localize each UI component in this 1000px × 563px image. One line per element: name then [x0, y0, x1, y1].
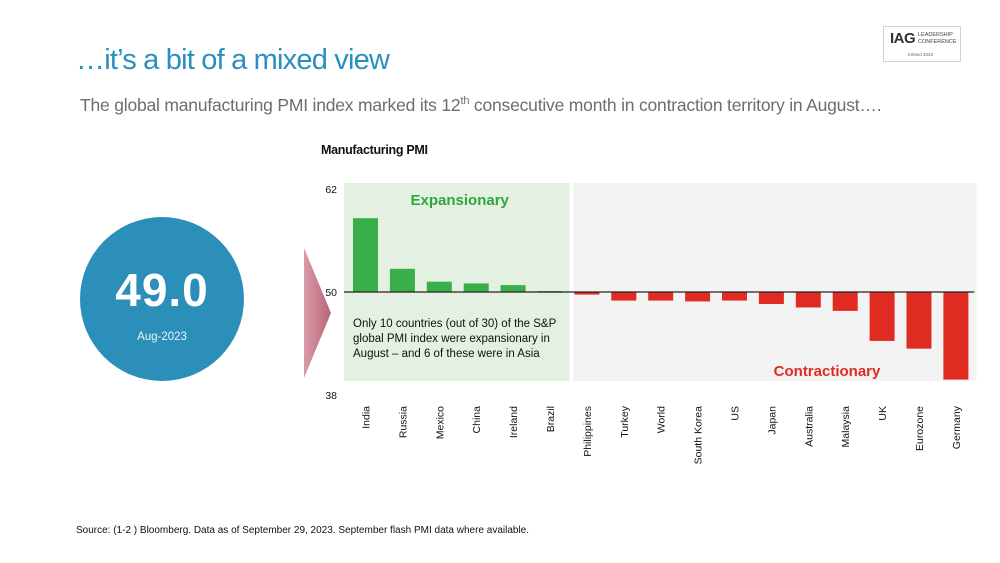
category-label: China	[471, 406, 483, 434]
y-tick-label: 50	[325, 287, 337, 299]
bar-china	[463, 283, 489, 292]
bar-japan	[758, 292, 784, 305]
expansionary-label: Expansionary	[411, 192, 510, 209]
bar-us	[722, 292, 747, 301]
subtitle-superscript: th	[460, 95, 470, 108]
logo-event: LEADERSHIP CONFERENCE	[918, 32, 957, 45]
y-tick-label: 38	[325, 390, 337, 402]
bar-world	[648, 292, 674, 301]
iag-conference-logo: IAG LEADERSHIP CONFERENCE Ireland 2023	[883, 26, 961, 62]
chart-title: Manufacturing PMI	[321, 143, 428, 157]
category-label: World	[656, 406, 668, 433]
bar-uk	[869, 292, 895, 341]
y-tick-label: 62	[325, 184, 337, 196]
bar-malaysia	[832, 292, 858, 311]
category-label: Brazil	[545, 406, 557, 432]
category-label: India	[361, 406, 373, 429]
category-label: Germany	[951, 405, 963, 449]
logo-edition: Ireland 2023	[908, 52, 934, 57]
bar-south-korea	[685, 292, 711, 302]
headline-pmi-period: Aug-2023	[137, 331, 187, 343]
category-label: Eurozone	[914, 406, 926, 451]
headline-pmi-circle: 49.0 Aug-2023	[80, 217, 244, 381]
category-label: South Korea	[693, 406, 705, 465]
category-label: Australia	[803, 406, 815, 447]
slide-title: …it’s a bit of a mixed view	[76, 44, 390, 76]
bar-russia	[389, 268, 415, 292]
category-label: Malaysia	[840, 406, 852, 448]
category-label: Japan	[766, 406, 778, 435]
headline-pmi-value: 49.0	[115, 264, 209, 316]
subtitle-text-end: consecutive month in contraction territo…	[469, 95, 882, 115]
category-label: Russia	[397, 406, 409, 438]
logo-brand: IAG	[890, 30, 916, 47]
right-arrow-icon	[304, 248, 331, 378]
category-label: Turkey	[619, 405, 631, 437]
bar-mexico	[426, 281, 452, 292]
expansion-note: Only 10 countries (out of 30) of the S&P…	[353, 318, 557, 360]
category-label: US	[730, 406, 742, 421]
bar-india	[353, 218, 378, 292]
subtitle-text: The global manufacturing PMI index marke…	[80, 95, 461, 115]
bar-ireland	[500, 285, 526, 292]
bar-turkey	[611, 292, 637, 301]
contractionary-region	[573, 183, 977, 381]
bar-australia	[795, 292, 821, 308]
category-label: Philippines	[582, 406, 594, 457]
category-label: UK	[877, 406, 889, 421]
contractionary-label: Contractionary	[774, 363, 881, 380]
bar-germany	[943, 292, 969, 380]
slide-subtitle: The global manufacturing PMI index marke…	[80, 95, 882, 116]
category-label: Ireland	[508, 406, 520, 438]
pmi-bar-chart: 62 50 38 Expansionary Contractionary India Rus…	[325, 183, 977, 465]
source-note: Source: (1-2 ) Bloomberg. Data as of Sep…	[76, 525, 530, 536]
bar-eurozone	[906, 292, 932, 349]
bar-philippines	[574, 292, 600, 295]
category-label: Mexico	[434, 406, 446, 439]
expansionary-region	[344, 183, 570, 381]
